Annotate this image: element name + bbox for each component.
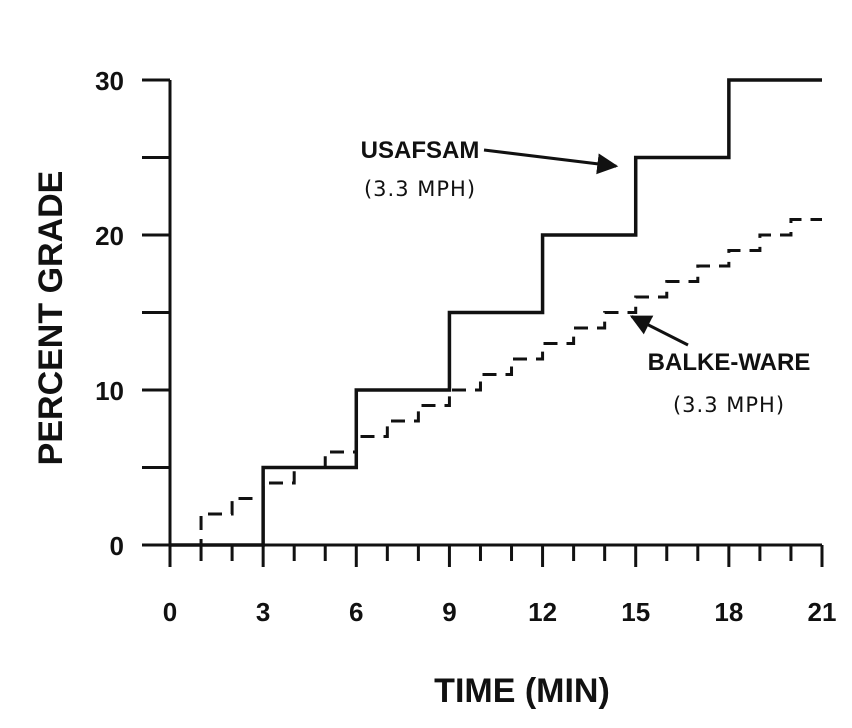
annotation-usafsam-name: USAFSAM xyxy=(361,137,480,164)
x-tick-label: 12 xyxy=(528,597,557,627)
annotation-balke-ware-sub: (3.3 MPH) xyxy=(673,393,785,417)
x-tick-label: 0 xyxy=(163,597,177,627)
annotation-layer: USAFSAM (3.3 MPH) BALKE-WARE (3.3 MPH) xyxy=(361,137,811,417)
annotation-balke-ware-name: BALKE-WARE xyxy=(648,349,811,376)
series-usafsam xyxy=(170,78,822,547)
x-tick-label: 18 xyxy=(714,597,743,627)
y-tick-label: 10 xyxy=(95,376,124,406)
x-tick-label: 9 xyxy=(442,597,456,627)
x-axis-title: TIME (MIN) xyxy=(434,672,610,710)
y-axis-title: PERCENT GRADE xyxy=(32,171,70,466)
series-balke-ware xyxy=(170,218,822,547)
x-tick-label: 15 xyxy=(621,597,650,627)
axes: 0 3 6 9 12 15 18 21 0 10 20 30 xyxy=(95,66,836,627)
annotation-usafsam-sub: (3.3 MPH) xyxy=(364,177,476,201)
y-tick-label: 30 xyxy=(95,66,124,96)
x-tick-label: 3 xyxy=(256,597,270,627)
x-tick-label: 21 xyxy=(808,597,837,627)
series-layer xyxy=(170,78,822,547)
annotation-arrow xyxy=(483,148,619,175)
y-tick-label: 20 xyxy=(95,221,124,251)
x-tick-label: 6 xyxy=(349,597,363,627)
y-tick-label: 0 xyxy=(110,531,124,561)
annotation-arrow xyxy=(629,315,689,347)
